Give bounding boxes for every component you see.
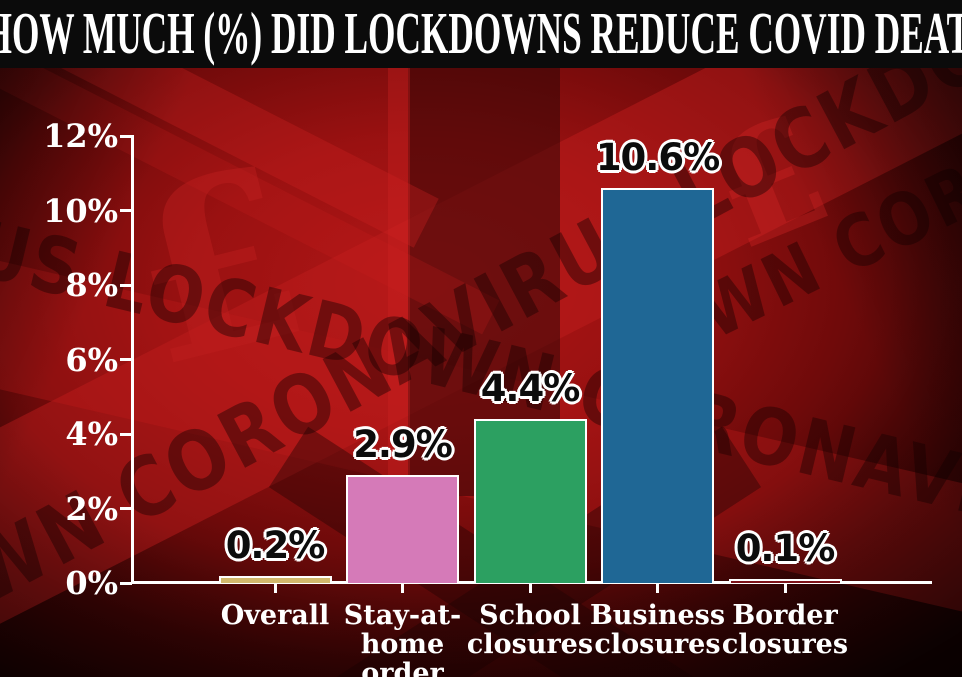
y-axis-tick-label: 8% bbox=[65, 266, 118, 304]
bar-value-label: 2.9% bbox=[353, 422, 453, 466]
bar-value-label: 0.2% bbox=[225, 523, 326, 567]
title-band: BY HOW MUCH (%) DID LOCKDOWNS REDUCE COV… bbox=[0, 0, 962, 68]
bar-border-closures bbox=[728, 579, 842, 583]
y-axis-tick bbox=[120, 581, 132, 585]
y-axis-tick bbox=[120, 432, 132, 436]
y-axis-tick bbox=[120, 283, 132, 287]
y-axis-tick bbox=[120, 507, 132, 510]
x-axis-category-label: Stay-at-home order bbox=[343, 600, 462, 677]
y-axis-tick-label: 2% bbox=[65, 489, 118, 528]
x-axis-category-label: Business closures bbox=[589, 600, 726, 660]
y-axis-tick-label: 0% bbox=[65, 564, 118, 602]
bar-school-closures bbox=[473, 419, 587, 583]
x-axis-tick bbox=[401, 584, 404, 593]
page-title: BY HOW MUCH (%) DID LOCKDOWNS REDUCE COV… bbox=[0, 1, 962, 67]
y-axis-tick bbox=[120, 358, 132, 361]
y-axis-line bbox=[131, 135, 134, 584]
y-axis-tick-label: 12% bbox=[43, 117, 118, 155]
bar-value-label: 0.1% bbox=[735, 527, 836, 570]
bar-business-closures bbox=[601, 188, 714, 583]
x-axis-category-label: School closures bbox=[466, 600, 594, 660]
x-axis-category-label: Border closures bbox=[721, 600, 849, 660]
y-axis-tick-label: 4% bbox=[65, 415, 118, 453]
x-axis-tick bbox=[273, 584, 277, 593]
x-axis-tick bbox=[656, 584, 659, 593]
x-axis-tick bbox=[783, 584, 787, 593]
bar-stay-at-home-order bbox=[346, 474, 459, 583]
y-axis-tick-label: 10% bbox=[43, 191, 118, 230]
bar-overall bbox=[218, 575, 332, 583]
y-axis-tick bbox=[120, 134, 132, 138]
y-axis-tick-label: 6% bbox=[65, 340, 118, 379]
bar-value-label: 4.4% bbox=[480, 367, 581, 411]
bar-value-label: 10.6% bbox=[595, 136, 720, 180]
y-axis-tick bbox=[120, 209, 132, 212]
x-axis-tick bbox=[528, 584, 532, 593]
x-axis-category-label: Overall bbox=[220, 600, 330, 631]
